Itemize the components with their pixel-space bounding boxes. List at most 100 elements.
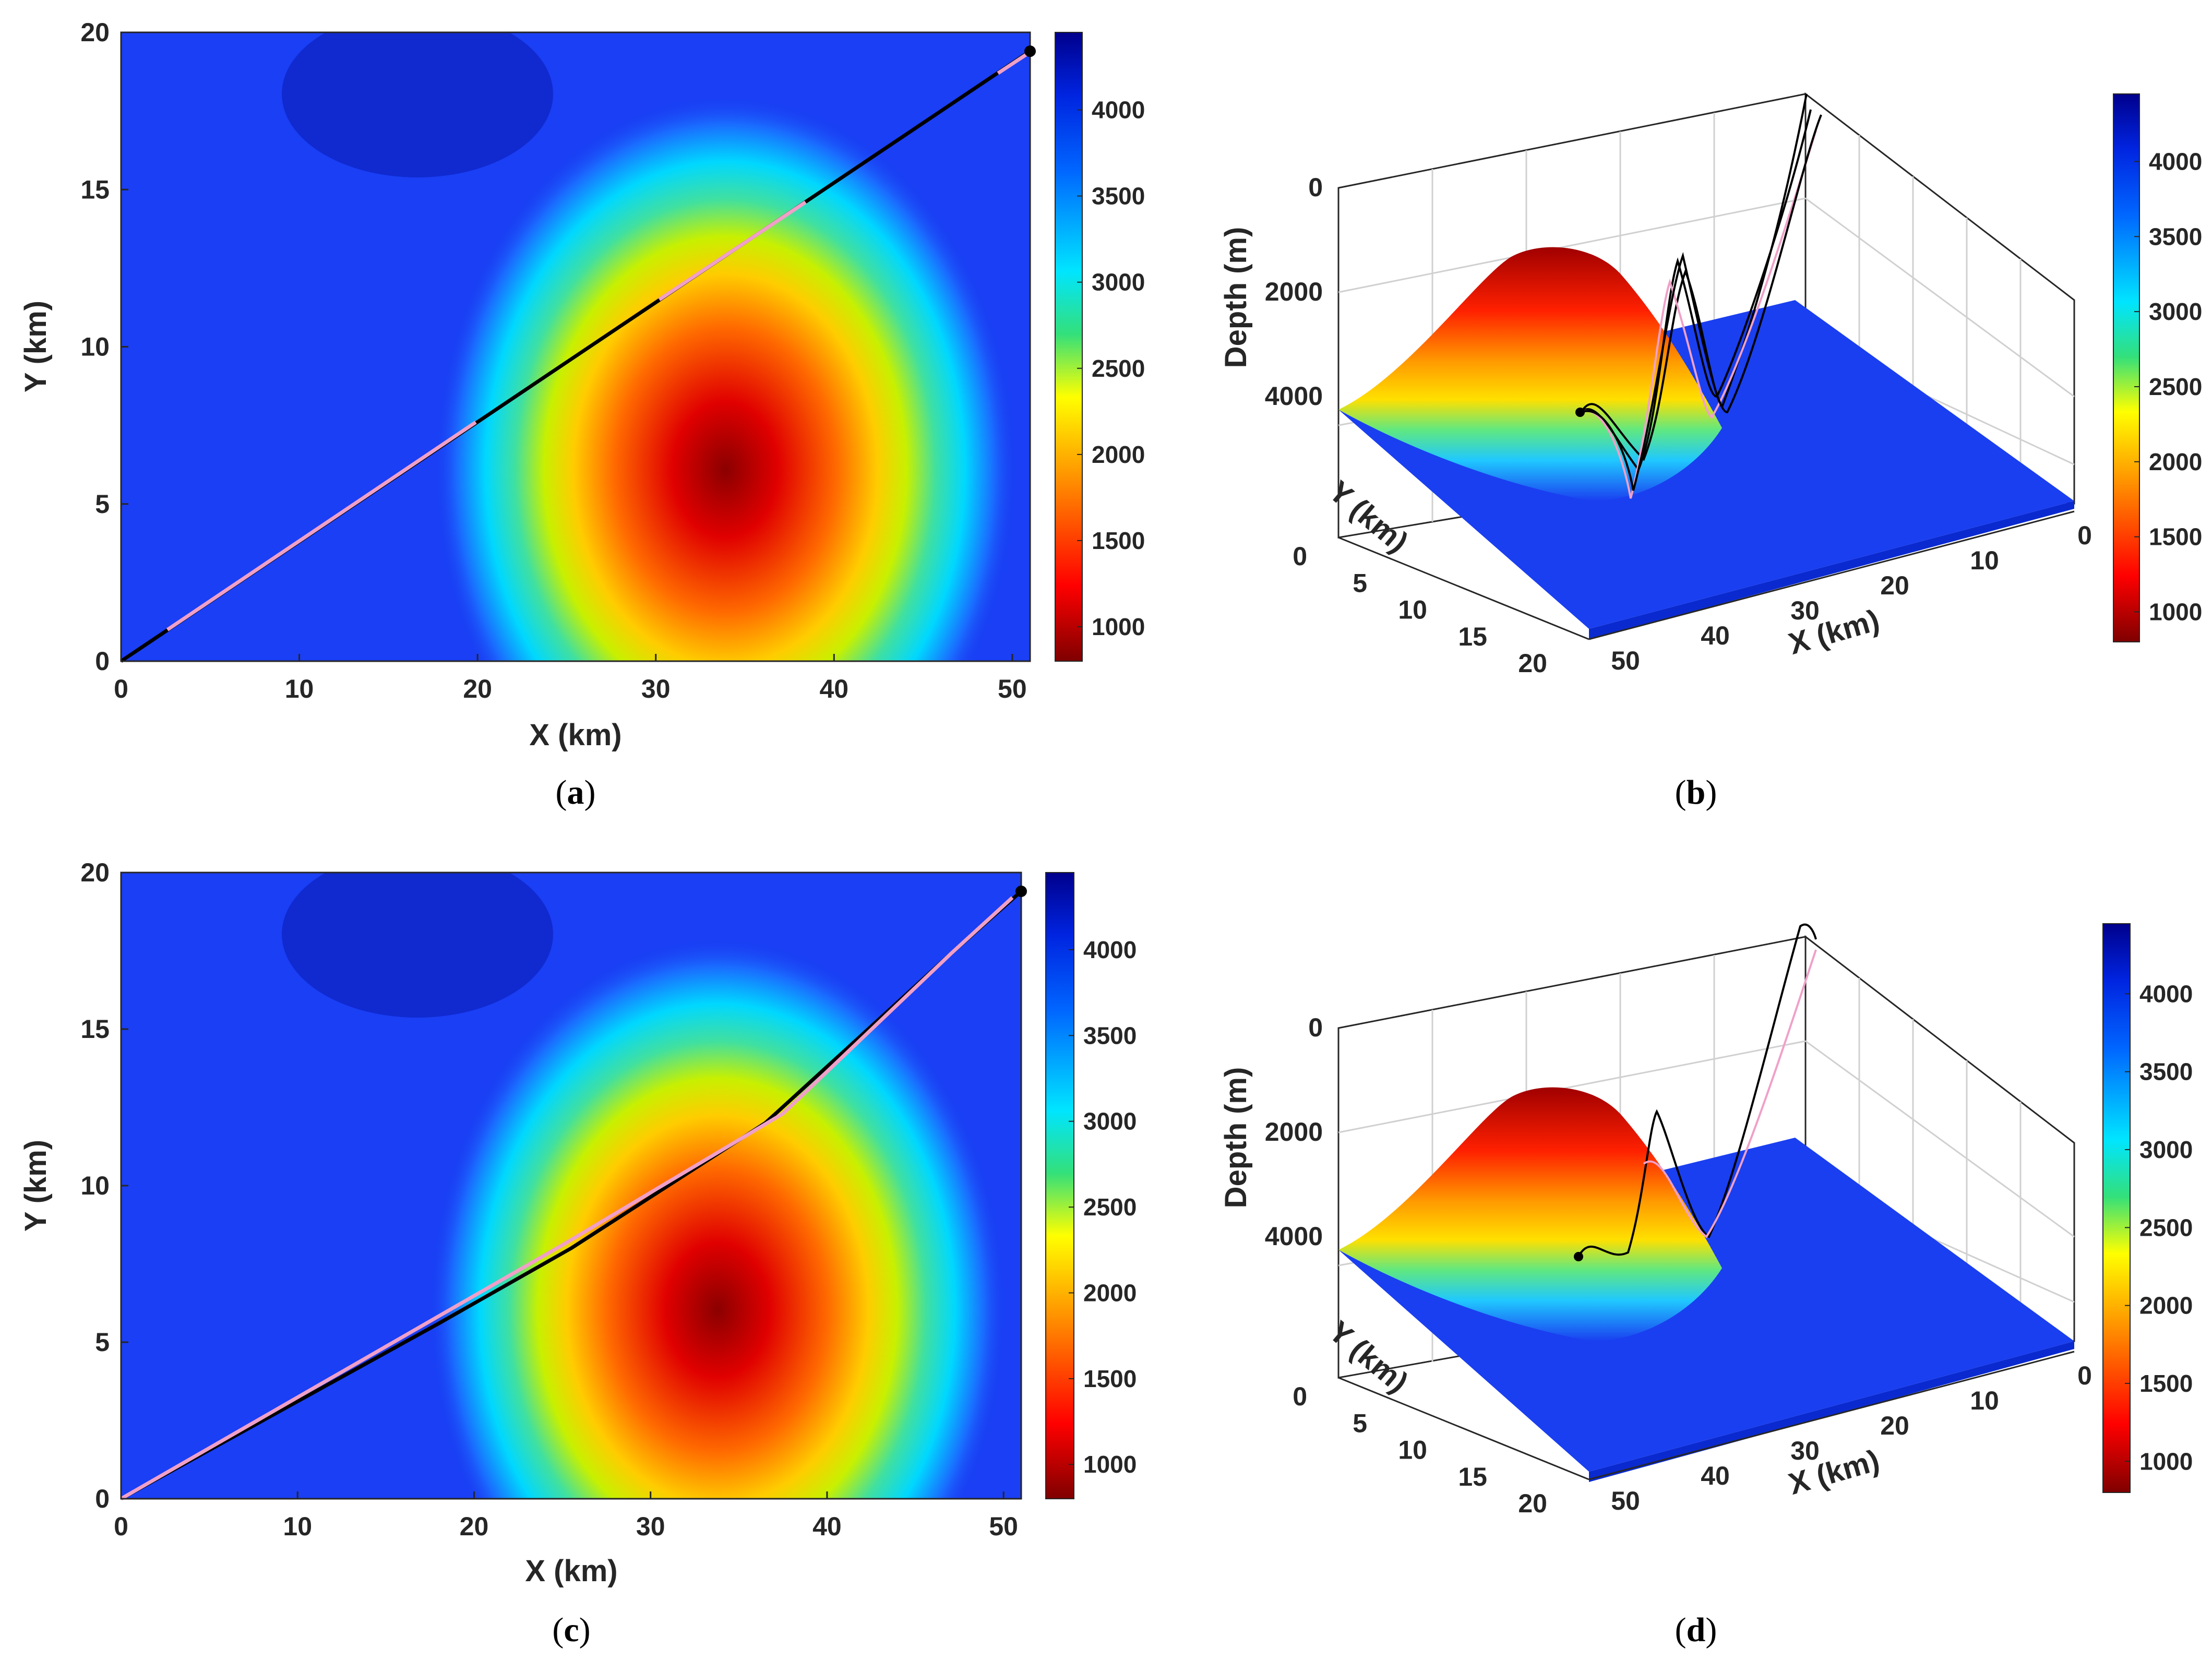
y-tick-label: 0 xyxy=(95,1484,110,1513)
y-axis-label: Y (km) xyxy=(19,301,53,392)
colorbar-tick-label: 3000 xyxy=(1092,269,1145,296)
colorbar-tick-labels: 1000 1500 2000 2500 3000 3500 4000 xyxy=(2125,980,2193,1475)
colorbar-tick-label: 3000 xyxy=(2149,298,2202,325)
seamount xyxy=(433,94,1018,661)
y-tick-labels: 0 5 10 15 20 xyxy=(80,18,128,676)
z-tick-label: 2000 xyxy=(1265,277,1323,306)
path-pink-segment xyxy=(997,53,1028,75)
y-tick-label: 10 xyxy=(1398,595,1427,625)
x-tick-label: 10 xyxy=(283,1512,312,1541)
x-axis-label: X (km) xyxy=(529,718,621,752)
y-tick-label: 5 xyxy=(95,489,110,519)
x-tick-label: 50 xyxy=(1611,646,1640,675)
colorbar-tick-label: 3500 xyxy=(1083,1022,1137,1049)
deep-region xyxy=(282,32,553,177)
colorbar-tick-label: 3000 xyxy=(2139,1136,2193,1163)
x-tick-label: 30 xyxy=(636,1512,665,1541)
colorbar-tick-label: 1500 xyxy=(2149,523,2202,551)
x-tick-label: 0 xyxy=(114,1512,128,1541)
x-axis-label: X (km) xyxy=(525,1554,617,1588)
axis-edge xyxy=(1338,1377,1589,1480)
x-tick-label: 0 xyxy=(114,674,128,703)
y-axis-label: Y (km) xyxy=(19,1140,53,1232)
colorbar-tick-label: 2500 xyxy=(2139,1214,2193,1241)
x-tick-label: 30 xyxy=(1790,596,1820,625)
colorbar-tick-label: 3500 xyxy=(2149,223,2202,250)
colorbar-tick-label: 2000 xyxy=(2139,1292,2193,1319)
paths xyxy=(1575,93,1822,499)
paths xyxy=(1574,923,1817,1261)
deep-region xyxy=(282,873,553,1018)
y-tick-label: 20 xyxy=(1518,1489,1547,1518)
colorbar-tick-label: 1500 xyxy=(1092,527,1145,554)
path-pink xyxy=(120,896,1014,1501)
colorbar-tick-label: 2500 xyxy=(1092,355,1145,382)
x-tick-labels: 0 10 20 30 40 50 xyxy=(114,1491,1018,1541)
path-pink-segment xyxy=(658,200,807,302)
z-tick-label: 0 xyxy=(1308,173,1323,202)
x-tick-label: 20 xyxy=(463,674,492,703)
colorbar-tick-label: 4000 xyxy=(1092,97,1145,124)
colorbar-tick-label: 1500 xyxy=(2139,1370,2193,1397)
caption: (b) xyxy=(1675,773,1717,811)
endpoint-marker xyxy=(1024,45,1036,57)
z-axis-label: Depth (m) xyxy=(1219,227,1253,368)
y-tick-labels: 0 5 10 15 20 xyxy=(80,858,128,1513)
z-tick-label: 4000 xyxy=(1265,381,1323,411)
x-tick-label: 10 xyxy=(1970,546,1999,575)
colorbar-tick-label: 1500 xyxy=(1083,1365,1137,1392)
colorbar-tick-label: 2500 xyxy=(2149,373,2202,400)
x-tick-label: 40 xyxy=(1701,1461,1730,1490)
colorbar-tick-label: 3000 xyxy=(1083,1108,1137,1135)
x-tick-label: 50 xyxy=(998,674,1027,703)
endpoint-marker xyxy=(1015,886,1027,897)
y-tick-label: 5 xyxy=(1353,1408,1367,1438)
paths xyxy=(120,886,1027,1501)
x-tick-label: 20 xyxy=(1880,1411,1909,1440)
colorbar-tick-label: 1000 xyxy=(2149,598,2202,625)
y-tick-label: 10 xyxy=(80,1171,110,1200)
z-tick-label: 0 xyxy=(1308,1013,1323,1042)
y-tick-label: 15 xyxy=(1458,1462,1487,1491)
colorbar xyxy=(2102,923,2131,1493)
x-tick-label: 0 xyxy=(2077,521,2092,550)
y-tick-label: 10 xyxy=(1398,1436,1427,1465)
x-tick-label: 30 xyxy=(641,674,671,703)
y-tick-label: 0 xyxy=(95,647,110,676)
colorbar-tick-labels: 1000 1500 2000 2500 3000 3500 4000 xyxy=(1077,97,1145,640)
y-tick-label: 0 xyxy=(1293,542,1307,571)
colorbar-tick-label: 2000 xyxy=(2149,448,2202,475)
colorbar-tick-label: 3500 xyxy=(2139,1058,2193,1085)
x-tick-label: 30 xyxy=(1790,1436,1820,1465)
caption: (c) xyxy=(552,1611,590,1649)
colorbar-tick-label: 2000 xyxy=(1092,441,1145,468)
caption: (a) xyxy=(556,773,596,811)
x-tick-label: 40 xyxy=(819,674,848,703)
path-pink-segment xyxy=(166,421,477,631)
colorbar-tick-label: 2000 xyxy=(1083,1279,1137,1306)
x-tick-label: 10 xyxy=(1970,1386,1999,1415)
axis-edge xyxy=(1588,1351,2075,1480)
x-tick-label: 20 xyxy=(460,1512,489,1541)
axis-edge xyxy=(1338,536,1589,640)
y-tick-label: 5 xyxy=(1353,568,1367,598)
y-tick-label: 15 xyxy=(80,1014,110,1044)
tick-labels: 0 2000 4000 0 5 10 15 20 50 40 30 20 10 0 xyxy=(1265,173,2092,678)
x-tick-label: 40 xyxy=(1701,621,1730,650)
colorbar-tick-label: 3500 xyxy=(1092,183,1145,210)
caption: (d) xyxy=(1675,1611,1717,1649)
y-tick-label: 15 xyxy=(1458,622,1487,651)
z-axis-label: Depth (m) xyxy=(1219,1067,1253,1209)
colorbar-tick-label: 1000 xyxy=(1092,613,1145,640)
colorbar-tick-label: 1000 xyxy=(2139,1448,2193,1475)
colorbar-tick-labels: 1000 1500 2000 2500 3000 3500 4000 xyxy=(1069,936,1137,1478)
colorbar-tick-label: 4000 xyxy=(2139,980,2193,1007)
colorbar-tick-label: 2500 xyxy=(1083,1193,1137,1221)
colorbar-tick-labels: 1000 1500 2000 2500 3000 3500 4000 xyxy=(2134,148,2202,625)
y-tick-label: 20 xyxy=(80,858,110,887)
x-tick-label: 50 xyxy=(1611,1486,1640,1515)
